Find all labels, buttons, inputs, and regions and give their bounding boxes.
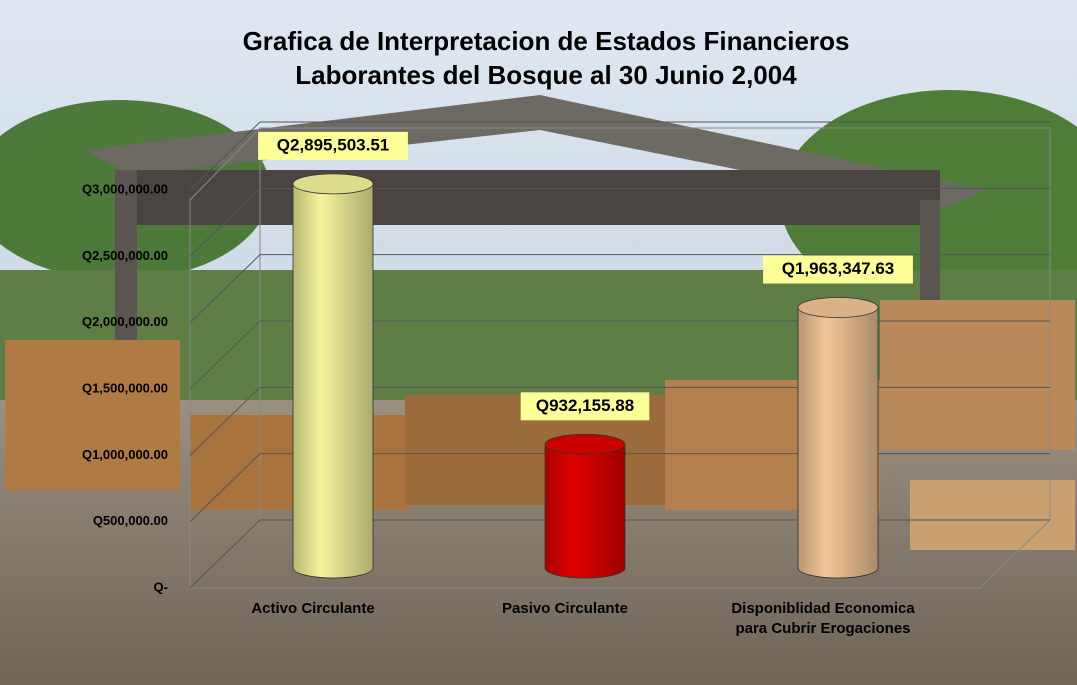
value-label: Q932,155.88: [536, 396, 634, 415]
grid-line: [189, 121, 1050, 191]
bar: [797, 307, 879, 579]
x-tick-label: Activo Circulante: [251, 600, 375, 617]
bar-top: [544, 433, 626, 455]
y-tick-label: Q2,000,000.00: [82, 314, 168, 329]
grid-line: [189, 386, 1050, 456]
chart-subtitle: Laborantes del Bosque al 30 Junio 2,004: [295, 60, 797, 90]
y-tick-label: Q1,500,000.00: [82, 380, 168, 395]
x-tick-label: Pasivo Circulante: [502, 600, 628, 617]
y-tick-label: Q1,000,000.00: [82, 447, 168, 462]
value-label-box: [520, 392, 650, 421]
bar-top: [292, 173, 374, 195]
bar-top: [797, 297, 879, 318]
grid-line: [189, 453, 1050, 523]
value-label: Q1,963,347.63: [782, 259, 894, 278]
grid-line: [189, 187, 1050, 257]
grid-line: [189, 320, 1050, 390]
chart-title: Grafica de Interpretacion de Estados Fin…: [243, 26, 850, 56]
grid-line: [189, 519, 1050, 589]
x-tick-label: Disponiblidad Economica para Cubrir Erog…: [731, 600, 915, 637]
y-tick-label: Q3,000,000.00: [82, 181, 168, 196]
value-label-box: [258, 131, 408, 160]
value-label-box: [763, 255, 913, 284]
bar: [544, 443, 626, 579]
y-tick-label: Q2,500,000.00: [82, 248, 168, 263]
value-label: Q2,895,503.51: [277, 135, 389, 154]
y-tick-label: Q500,000.00: [93, 513, 168, 528]
bar: [292, 183, 374, 579]
y-tick-label: Q-: [154, 579, 168, 594]
grid-line: [189, 254, 1050, 324]
